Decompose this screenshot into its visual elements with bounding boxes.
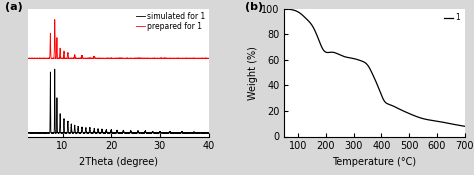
simulated for 1 bbox=[26, 132, 31, 134]
prepared for 1 bbox=[159, 57, 165, 59]
Legend: simulated for 1, prepared for 1: simulated for 1, prepared for 1 bbox=[135, 11, 206, 32]
prepared for 1 bbox=[91, 57, 97, 59]
1 bbox=[439, 121, 445, 123]
X-axis label: Temperature (°C): Temperature (°C) bbox=[332, 157, 417, 167]
Y-axis label: Weight (%): Weight (%) bbox=[248, 46, 258, 100]
simulated for 1 bbox=[26, 132, 31, 134]
simulated for 1 bbox=[35, 132, 40, 134]
prepared for 1 bbox=[26, 57, 31, 59]
Legend: 1: 1 bbox=[443, 13, 461, 23]
prepared for 1 bbox=[35, 57, 40, 60]
simulated for 1 bbox=[159, 132, 165, 134]
X-axis label: 2Theta (degree): 2Theta (degree) bbox=[79, 157, 158, 167]
1 bbox=[282, 8, 287, 10]
1 bbox=[358, 60, 364, 62]
simulated for 1 bbox=[52, 68, 57, 70]
prepared for 1 bbox=[206, 57, 211, 60]
simulated for 1 bbox=[91, 130, 97, 132]
prepared for 1 bbox=[169, 57, 174, 60]
1 bbox=[313, 31, 319, 33]
prepared for 1 bbox=[132, 57, 138, 60]
Text: (b): (b) bbox=[245, 2, 263, 12]
Line: prepared for 1: prepared for 1 bbox=[28, 20, 209, 58]
1 bbox=[302, 16, 308, 18]
1 bbox=[458, 125, 464, 127]
prepared for 1 bbox=[140, 57, 146, 60]
simulated for 1 bbox=[169, 132, 174, 134]
1 bbox=[462, 125, 467, 127]
1 bbox=[351, 57, 356, 60]
Line: 1: 1 bbox=[284, 9, 465, 126]
Line: simulated for 1: simulated for 1 bbox=[28, 69, 209, 133]
simulated for 1 bbox=[132, 132, 138, 134]
Text: (a): (a) bbox=[5, 2, 23, 12]
prepared for 1 bbox=[26, 57, 31, 60]
prepared for 1 bbox=[52, 19, 58, 21]
simulated for 1 bbox=[206, 132, 211, 134]
simulated for 1 bbox=[140, 132, 146, 134]
